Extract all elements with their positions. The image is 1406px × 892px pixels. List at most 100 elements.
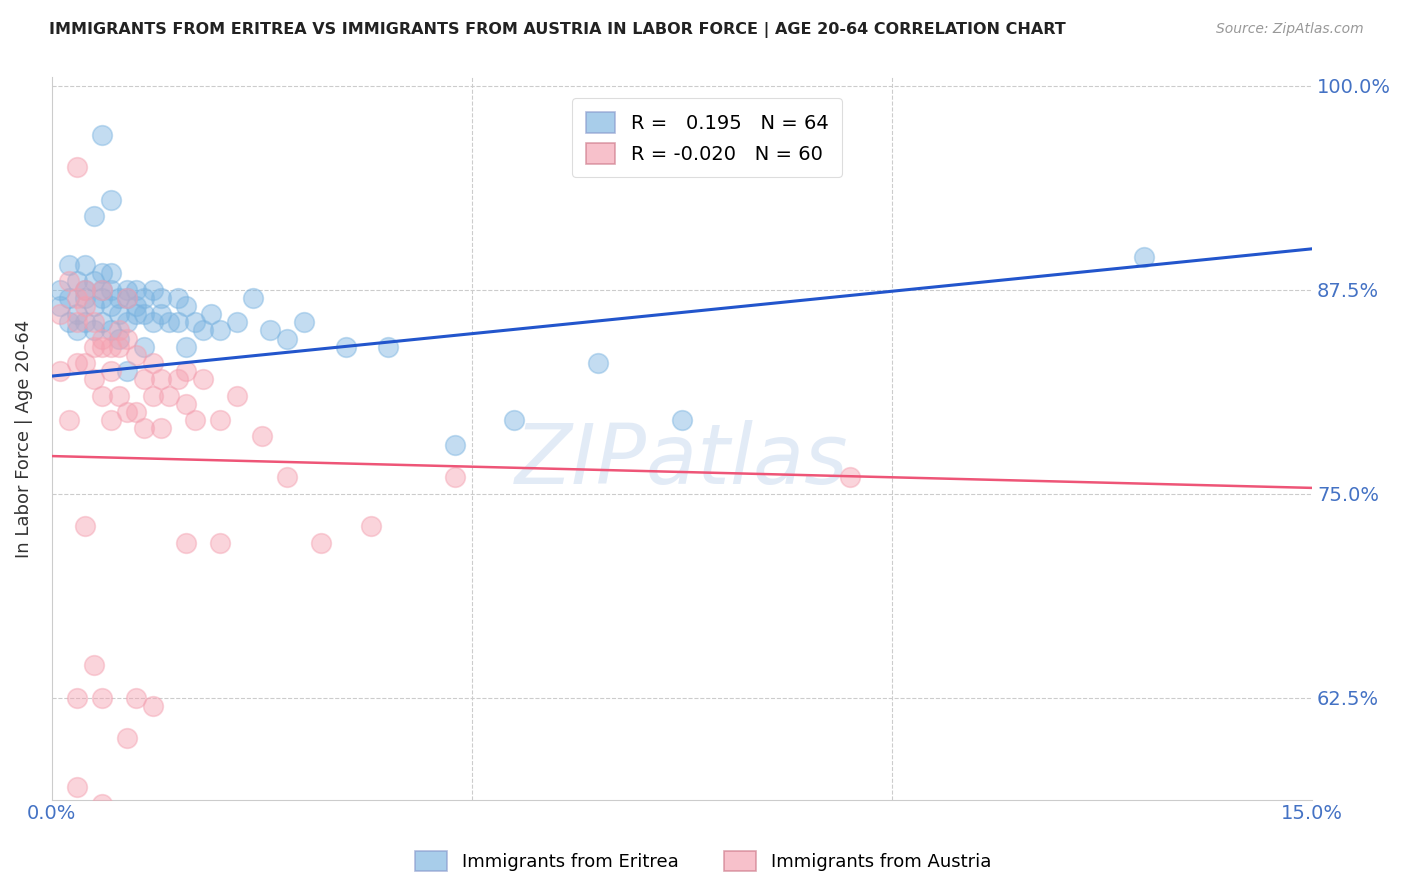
Point [250, 429, 273, 443]
Point [174, 299, 197, 313]
Point [335, 340, 357, 354]
Point [108, 389, 131, 403]
Point [75, 315, 97, 329]
Point [117, 315, 139, 329]
Point [134, 291, 156, 305]
Point [91, 315, 114, 329]
Point [49, 364, 72, 378]
Point [166, 372, 188, 386]
Point [125, 405, 148, 419]
Point [75, 283, 97, 297]
Point [58, 275, 80, 289]
Legend: Immigrants from Eritrea, Immigrants from Austria: Immigrants from Eritrea, Immigrants from… [408, 844, 998, 879]
Point [242, 291, 264, 305]
Text: IMMIGRANTS FROM ERITREA VS IMMIGRANTS FROM AUSTRIA IN LABOR FORCE | AGE 20-64 CO: IMMIGRANTS FROM ERITREA VS IMMIGRANTS FR… [49, 22, 1066, 38]
Point [66, 356, 89, 370]
Point [100, 340, 122, 354]
Point [174, 535, 197, 549]
Point [75, 356, 97, 370]
Point [66, 315, 89, 329]
Point [83, 657, 105, 672]
Point [75, 519, 97, 533]
Point [586, 356, 609, 370]
Point [142, 283, 165, 297]
Point [166, 291, 188, 305]
Point [117, 405, 139, 419]
Point [100, 413, 122, 427]
Point [125, 690, 148, 705]
Point [100, 323, 122, 337]
Point [83, 315, 105, 329]
Point [66, 291, 89, 305]
Point [208, 323, 231, 337]
Point [174, 364, 197, 378]
Point [58, 413, 80, 427]
Point [174, 340, 197, 354]
Point [134, 340, 156, 354]
Point [91, 389, 114, 403]
Point [502, 413, 524, 427]
Point [75, 299, 97, 313]
Point [49, 307, 72, 321]
Point [108, 307, 131, 321]
Point [91, 332, 114, 346]
Point [259, 323, 281, 337]
Point [125, 299, 148, 313]
Point [157, 389, 180, 403]
Point [100, 193, 122, 207]
Point [225, 315, 247, 329]
Point [671, 413, 693, 427]
Point [183, 413, 205, 427]
Point [142, 356, 165, 370]
Point [58, 315, 80, 329]
Point [108, 332, 131, 346]
Point [276, 470, 298, 484]
Point [117, 731, 139, 746]
Point [83, 275, 105, 289]
Legend: R =   0.195   N = 64, R = -0.020   N = 60: R = 0.195 N = 64, R = -0.020 N = 60 [572, 98, 842, 178]
Point [208, 413, 231, 427]
Text: ZIPatlas: ZIPatlas [515, 420, 849, 500]
Point [200, 307, 222, 321]
Point [149, 307, 172, 321]
Point [100, 283, 122, 297]
Point [83, 299, 105, 313]
Point [309, 535, 332, 549]
Point [100, 364, 122, 378]
Point [66, 160, 89, 174]
Y-axis label: In Labor Force | Age 20-64: In Labor Force | Age 20-64 [15, 319, 32, 558]
Point [108, 340, 131, 354]
Point [208, 535, 231, 549]
Point [117, 291, 139, 305]
Point [225, 389, 247, 403]
Point [125, 283, 148, 297]
Point [149, 291, 172, 305]
Point [166, 315, 188, 329]
Point [91, 283, 114, 297]
Point [83, 209, 105, 223]
Point [66, 275, 89, 289]
Point [117, 364, 139, 378]
Point [58, 258, 80, 272]
Point [75, 283, 97, 297]
Point [377, 340, 399, 354]
Point [134, 421, 156, 435]
Point [66, 323, 89, 337]
Point [108, 323, 131, 337]
Point [100, 266, 122, 280]
Point [91, 690, 114, 705]
Point [191, 323, 214, 337]
Point [149, 372, 172, 386]
Point [117, 332, 139, 346]
Point [66, 780, 89, 795]
Point [157, 315, 180, 329]
Point [134, 307, 156, 321]
Point [839, 470, 862, 484]
Point [142, 389, 165, 403]
Point [91, 283, 114, 297]
Point [100, 299, 122, 313]
Point [174, 397, 197, 411]
Point [117, 283, 139, 297]
Point [444, 437, 467, 451]
Point [91, 128, 114, 142]
